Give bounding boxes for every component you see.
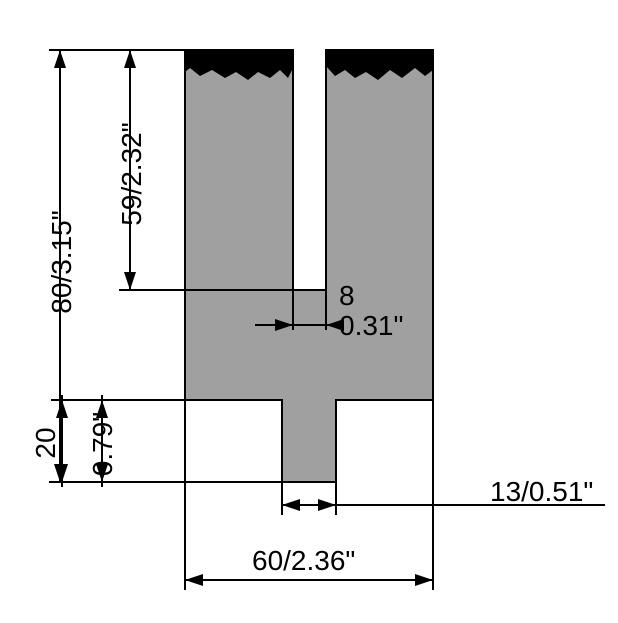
label-body-width: 60/2.36" bbox=[252, 545, 355, 577]
tool-body bbox=[185, 50, 433, 482]
label-tang-height-in: 0.79" bbox=[87, 399, 119, 489]
label-slot-width-in: 0.31" bbox=[339, 310, 403, 342]
label-overall-height: 80/3.15" bbox=[46, 202, 78, 322]
label-tang-height-mm: 20 bbox=[30, 423, 62, 463]
label-tang-width: 13/0.51" bbox=[490, 476, 593, 508]
label-slot-width-mm: 8 bbox=[339, 280, 355, 312]
label-slot-depth: 59/2.32" bbox=[116, 114, 148, 234]
drawing-canvas bbox=[0, 0, 618, 618]
